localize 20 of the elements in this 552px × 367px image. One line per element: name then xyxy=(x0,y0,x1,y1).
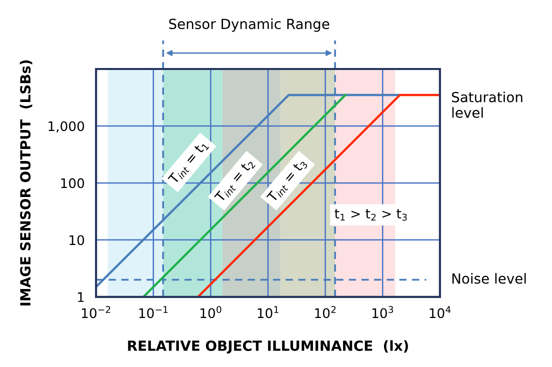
x-tick-label: 10$^{4}$ xyxy=(430,306,451,318)
y-tick-label: 1 xyxy=(78,292,84,302)
annotation: T$_{int}$ = t$_{1}$ xyxy=(168,140,210,186)
x-tick-label: 10$^{2}$ xyxy=(315,306,336,318)
x-axis-title: RELATIVE OBJECT ILLUMINANCE (lx) xyxy=(128,340,408,354)
x-tick-label: 10$^{0}$ xyxy=(200,306,222,318)
y-tick-label: 10 xyxy=(70,235,84,246)
x-tick-label: 10$^{−1}$ xyxy=(139,306,168,318)
ref-line-label: Noise level xyxy=(452,273,526,284)
annotation: t$_{1}$ > t$_{2}$ > t$_{3}$ xyxy=(334,209,407,221)
x-tick-label: 10$^{−2}$ xyxy=(82,306,110,318)
y-tick-label: 100 xyxy=(61,178,84,188)
x-tick-label: 10$^{1}$ xyxy=(258,306,278,318)
annotation: T$_{int}$ = t$_{3}$ xyxy=(266,158,308,204)
annotation: T$_{int}$ = t$_{2}$ xyxy=(214,158,256,204)
text: Sensor Dynamic Range xyxy=(169,18,330,32)
y-axis-title: IMAGE SENSOR OUTPUT (LSBs) xyxy=(20,60,32,306)
y-tick-label: 1,000 xyxy=(48,121,84,133)
x-tick-label: 10$^{3}$ xyxy=(372,306,394,318)
annotation: Saturation level xyxy=(452,92,522,118)
